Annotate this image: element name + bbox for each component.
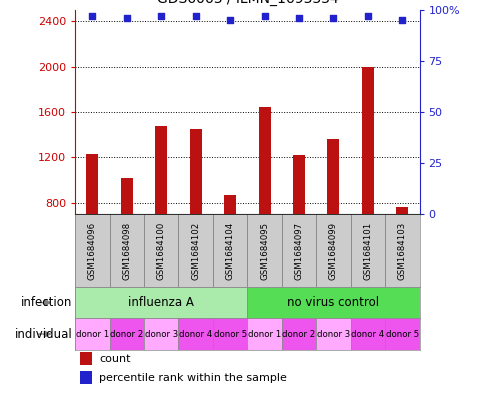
Bar: [224, 195, 236, 294]
Point: [329, 15, 336, 21]
Bar: [281, 318, 316, 350]
Bar: [75, 214, 109, 287]
Text: donor 2: donor 2: [282, 330, 315, 338]
Text: donor 3: donor 3: [316, 330, 349, 338]
Bar: [155, 126, 167, 294]
Text: individual: individual: [15, 327, 73, 341]
Text: count: count: [99, 354, 131, 364]
Text: GSM1684102: GSM1684102: [191, 221, 200, 280]
Bar: [384, 318, 419, 350]
Text: donor 3: donor 3: [144, 330, 178, 338]
Bar: [75, 318, 109, 350]
Text: infection: infection: [21, 296, 73, 309]
Bar: [144, 214, 178, 287]
Text: GSM1684101: GSM1684101: [363, 221, 372, 280]
Bar: [144, 318, 178, 350]
Bar: [189, 129, 201, 294]
Bar: [258, 107, 270, 294]
Point: [260, 13, 268, 19]
Text: GSM1684097: GSM1684097: [294, 222, 303, 279]
Point: [88, 13, 96, 19]
Bar: [178, 318, 212, 350]
Text: donor 1: donor 1: [247, 330, 281, 338]
Text: donor 2: donor 2: [110, 330, 143, 338]
Bar: [80, 353, 92, 365]
Bar: [292, 155, 304, 294]
Bar: [86, 154, 98, 294]
Text: donor 4: donor 4: [179, 330, 212, 338]
Bar: [395, 208, 408, 294]
Bar: [281, 214, 316, 287]
Text: GSM1684095: GSM1684095: [259, 222, 269, 279]
Point: [122, 15, 130, 21]
Text: GSM1684096: GSM1684096: [88, 222, 97, 279]
Point: [191, 13, 199, 19]
Point: [294, 15, 302, 21]
Bar: [212, 214, 247, 287]
Title: GDS6063 / ILMN_1693334: GDS6063 / ILMN_1693334: [156, 0, 337, 6]
Point: [363, 13, 371, 19]
Text: donor 5: donor 5: [385, 330, 418, 338]
Bar: [109, 214, 144, 287]
Text: GSM1684100: GSM1684100: [156, 221, 166, 280]
Point: [397, 17, 405, 23]
Bar: [316, 318, 350, 350]
Bar: [350, 214, 384, 287]
Bar: [247, 287, 419, 318]
Text: percentile rank within the sample: percentile rank within the sample: [99, 373, 287, 383]
Bar: [384, 214, 419, 287]
Bar: [75, 287, 247, 318]
Text: GSM1684098: GSM1684098: [122, 222, 131, 279]
Bar: [327, 139, 339, 294]
Point: [157, 13, 165, 19]
Text: donor 1: donor 1: [76, 330, 109, 338]
Text: donor 5: donor 5: [213, 330, 246, 338]
Text: GSM1684099: GSM1684099: [328, 222, 337, 279]
Bar: [350, 318, 384, 350]
Text: donor 4: donor 4: [350, 330, 384, 338]
Bar: [361, 66, 373, 294]
Bar: [109, 318, 144, 350]
Bar: [247, 318, 281, 350]
Bar: [178, 214, 212, 287]
Text: influenza A: influenza A: [128, 296, 194, 309]
Text: GSM1684104: GSM1684104: [225, 221, 234, 280]
Text: no virus control: no virus control: [287, 296, 378, 309]
Bar: [80, 371, 92, 384]
Point: [226, 17, 233, 23]
Bar: [247, 214, 281, 287]
Text: GSM1684103: GSM1684103: [397, 221, 406, 280]
Bar: [121, 178, 133, 294]
Bar: [212, 318, 247, 350]
Bar: [316, 214, 350, 287]
